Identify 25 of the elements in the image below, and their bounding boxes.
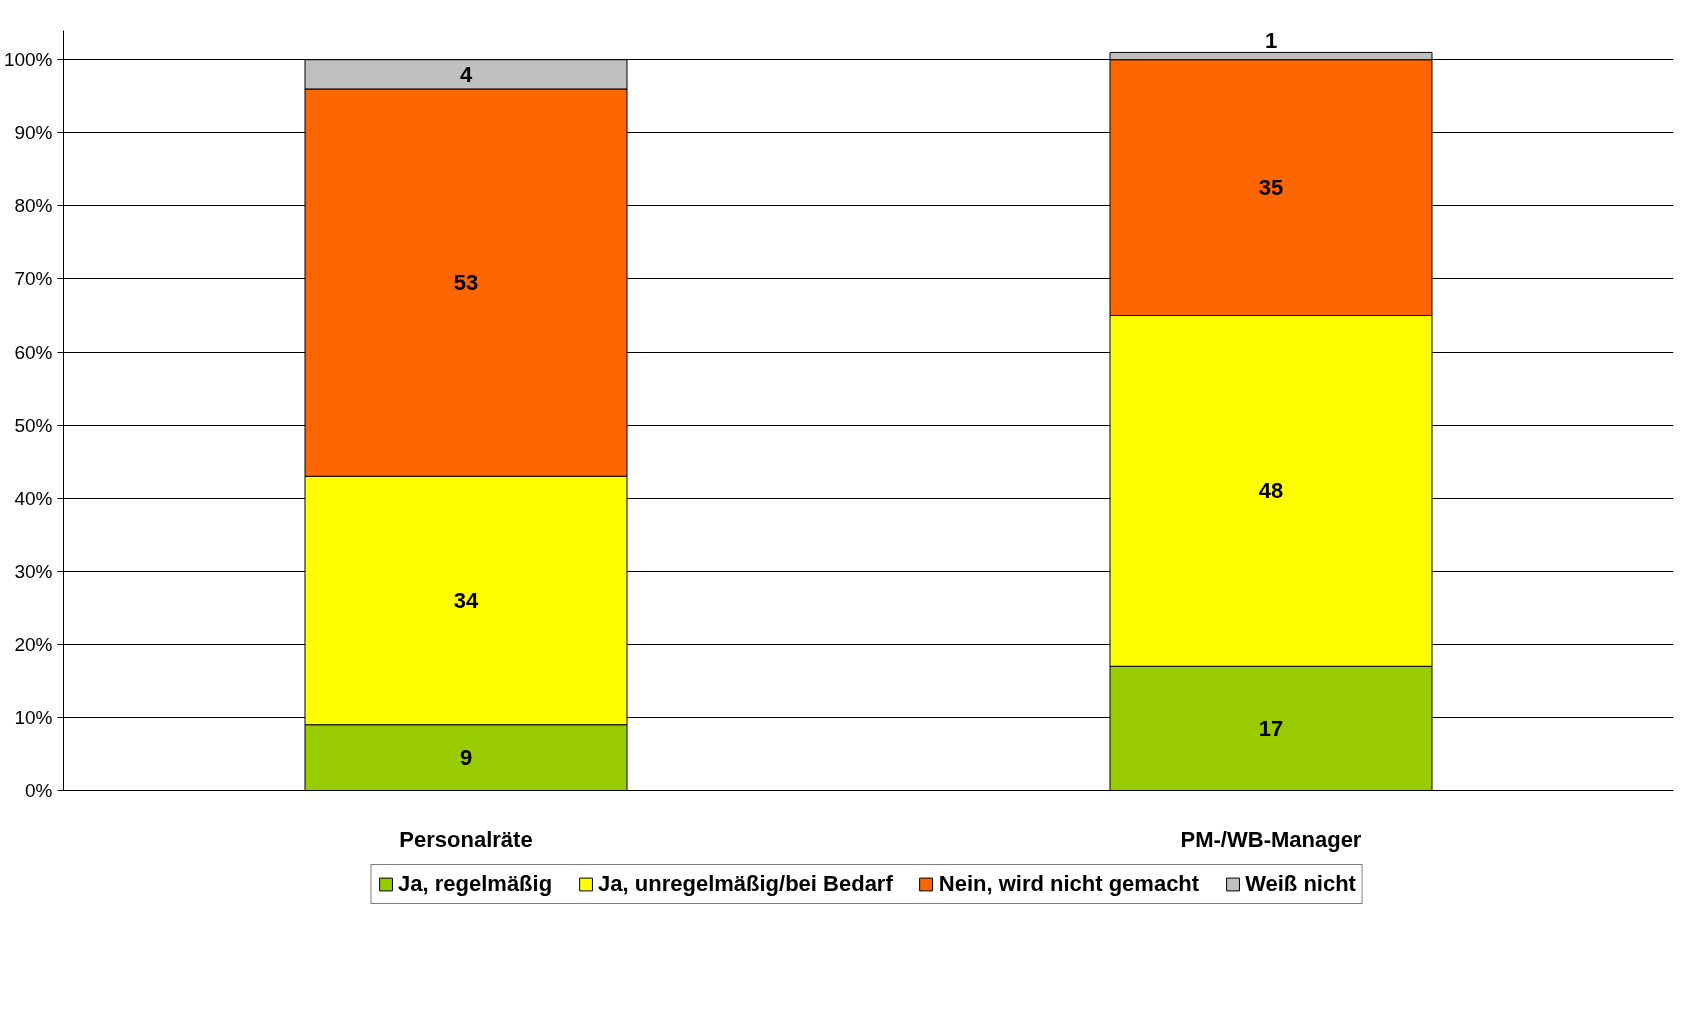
legend-label: Weiß nicht — [1245, 871, 1356, 897]
data-label: 34 — [453, 588, 479, 613]
y-tick-label: 60% — [14, 341, 53, 363]
data-label: 35 — [1258, 175, 1284, 201]
data-label: 53 — [453, 270, 479, 296]
data-label: 9 — [459, 745, 473, 771]
y-tick-label: 80% — [14, 195, 53, 217]
y-tick-label: 40% — [14, 487, 53, 509]
y-tick-label: 0% — [25, 780, 53, 801]
y-tick-label: 90% — [14, 122, 53, 144]
legend-label: Ja, unregelmäßig/bei Bedarf — [598, 871, 893, 897]
legend-label: Ja, regelmäßig — [398, 871, 553, 897]
data-label: 4 — [459, 61, 473, 87]
x-tick-label: PM-/WB-Manager — [1180, 826, 1362, 852]
legend-label: Nein, wird nicht gemacht — [938, 871, 1200, 897]
y-tick-label: 50% — [14, 414, 53, 436]
y-tick-label: 20% — [14, 633, 53, 655]
y-tick-label: 100% — [3, 49, 53, 71]
y-tick-label: 70% — [14, 268, 53, 290]
x-tick-label: Personalräte — [399, 826, 533, 852]
y-tick-label: 30% — [14, 560, 53, 582]
y-tick-label: 10% — [14, 706, 53, 728]
data-label: 1 — [1264, 28, 1278, 54]
data-label: 17 — [1258, 715, 1284, 741]
data-label: 48 — [1258, 478, 1284, 504]
